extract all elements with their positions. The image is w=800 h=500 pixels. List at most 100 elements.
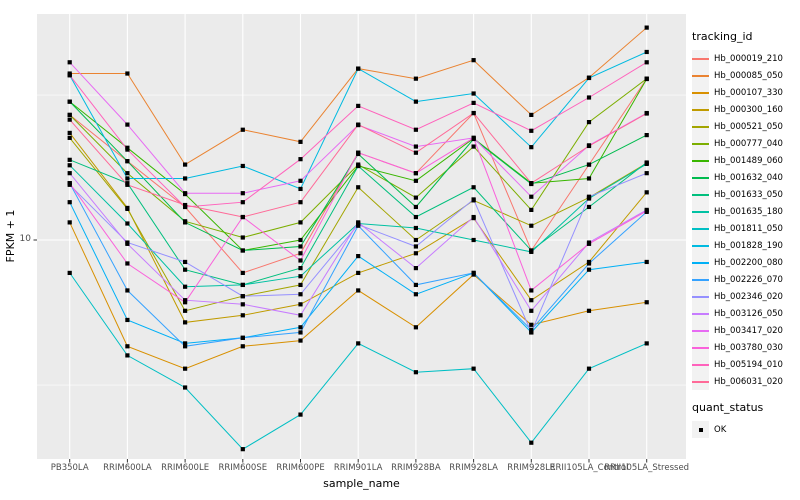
legend-label: Hb_003780_030 — [714, 342, 783, 353]
data-point — [125, 71, 130, 76]
data-point — [298, 325, 303, 330]
data-point — [240, 294, 245, 299]
data-point — [529, 327, 534, 332]
data-point — [586, 75, 592, 81]
legend-item: Hb_000521_050 — [692, 118, 798, 135]
legend-line-swatch — [692, 329, 709, 332]
data-point — [298, 313, 303, 318]
data-point — [356, 254, 361, 259]
legend-title-quant-status: quant_status — [692, 401, 764, 414]
data-point — [67, 200, 72, 205]
data-point — [240, 235, 245, 240]
data-point — [586, 176, 592, 181]
legend-line-swatch — [692, 278, 709, 281]
legend-label: Hb_001489_060 — [714, 155, 783, 166]
data-point — [529, 249, 534, 254]
data-point — [413, 127, 418, 132]
legend-key — [692, 339, 709, 356]
data-point — [471, 270, 476, 276]
data-point — [586, 261, 592, 266]
legend-line-swatch — [692, 159, 709, 162]
data-point — [240, 302, 245, 307]
legend-label: Hb_000107_330 — [714, 87, 783, 98]
data-point — [471, 100, 476, 106]
data-point — [298, 251, 303, 256]
data-point — [298, 412, 303, 417]
data-point — [183, 220, 188, 225]
data-point — [413, 99, 418, 104]
data-point — [586, 162, 592, 167]
data-point — [644, 161, 649, 166]
legend-line-swatch — [692, 244, 709, 247]
data-point — [529, 181, 534, 186]
data-point — [125, 182, 130, 187]
legend-item: Hb_003126_050 — [692, 305, 798, 322]
data-point — [644, 341, 649, 346]
data-point — [240, 200, 245, 205]
x-axis-title: sample_name — [323, 477, 400, 490]
x-tick-label: RRIM600LE — [161, 463, 210, 473]
legend-key — [692, 421, 709, 438]
data-point — [67, 60, 72, 65]
data-point — [183, 366, 188, 371]
legend-key — [692, 373, 709, 390]
legend-label: Hb_002226_070 — [714, 274, 783, 285]
data-point — [471, 91, 476, 96]
data-point — [240, 447, 245, 452]
data-point — [586, 194, 592, 199]
data-point — [298, 292, 303, 297]
legend-label: Hb_000300_160 — [714, 104, 783, 115]
data-point — [183, 267, 188, 272]
data-point — [471, 144, 476, 149]
data-point — [125, 122, 130, 127]
legend-line-swatch — [692, 57, 709, 60]
data-point — [586, 204, 592, 210]
data-point — [529, 322, 534, 327]
data-point — [644, 132, 649, 138]
data-point — [240, 214, 245, 220]
data-point — [67, 73, 72, 78]
data-point — [125, 344, 130, 349]
legend-key — [692, 152, 709, 169]
data-point — [298, 338, 303, 343]
data-point — [644, 76, 649, 82]
legend-line-swatch — [692, 312, 709, 315]
data-point — [183, 202, 188, 208]
legend-item: Hb_000085_050 — [692, 67, 798, 84]
data-point — [413, 225, 418, 231]
legend-item: Hb_000107_330 — [692, 84, 798, 101]
data-point — [67, 130, 72, 136]
data-point — [644, 208, 649, 213]
legend: tracking_id Hb_000019_210 Hb_000085_050 Hb… — [692, 30, 798, 438]
data-point — [413, 292, 418, 297]
data-point — [471, 237, 476, 243]
data-point — [67, 270, 72, 276]
legend-line-swatch — [692, 295, 709, 298]
data-point — [356, 220, 361, 225]
legend-label: Hb_001828_190 — [714, 240, 783, 251]
data-point — [413, 76, 418, 81]
data-point — [413, 370, 418, 375]
data-point — [298, 244, 303, 249]
legend-item: Hb_000019_210 — [692, 50, 798, 67]
legend-key — [692, 254, 709, 271]
legend-line-swatch — [692, 363, 709, 366]
data-point — [356, 163, 361, 169]
x-tick-label: RRIM600LA — [103, 463, 152, 473]
data-point — [586, 241, 592, 246]
legend-key — [692, 220, 709, 237]
data-point — [644, 60, 649, 65]
legend-key — [692, 50, 709, 67]
data-point — [644, 171, 649, 176]
data-point — [67, 220, 72, 225]
data-point — [644, 190, 649, 195]
data-point — [240, 282, 245, 288]
data-point — [413, 251, 418, 256]
legend-label: Hb_000777_040 — [714, 138, 783, 149]
x-tick-label: RRII105LA_Stressed — [604, 463, 690, 473]
legend-item: Hb_001632_040 — [692, 169, 798, 186]
data-point — [240, 270, 245, 276]
data-point — [183, 162, 188, 167]
